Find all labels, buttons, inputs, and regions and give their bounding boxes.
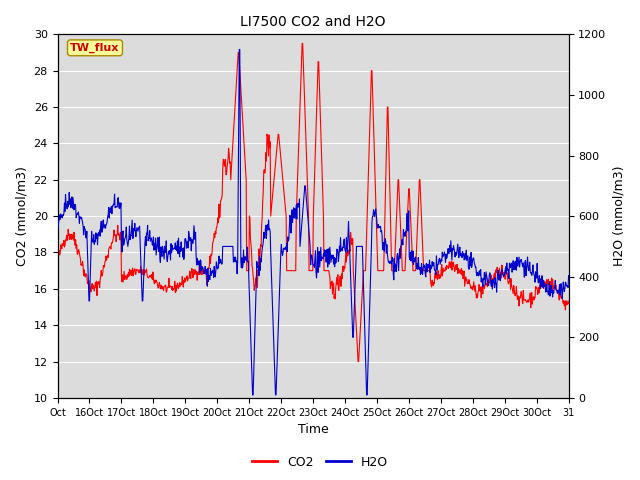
Y-axis label: H2O (mmol/m3): H2O (mmol/m3) [612,166,625,266]
Legend: CO2, H2O: CO2, H2O [247,451,393,474]
Y-axis label: CO2 (mmol/m3): CO2 (mmol/m3) [15,166,28,266]
Title: LI7500 CO2 and H2O: LI7500 CO2 and H2O [240,15,386,29]
Text: TW_flux: TW_flux [70,43,120,53]
X-axis label: Time: Time [298,423,328,436]
